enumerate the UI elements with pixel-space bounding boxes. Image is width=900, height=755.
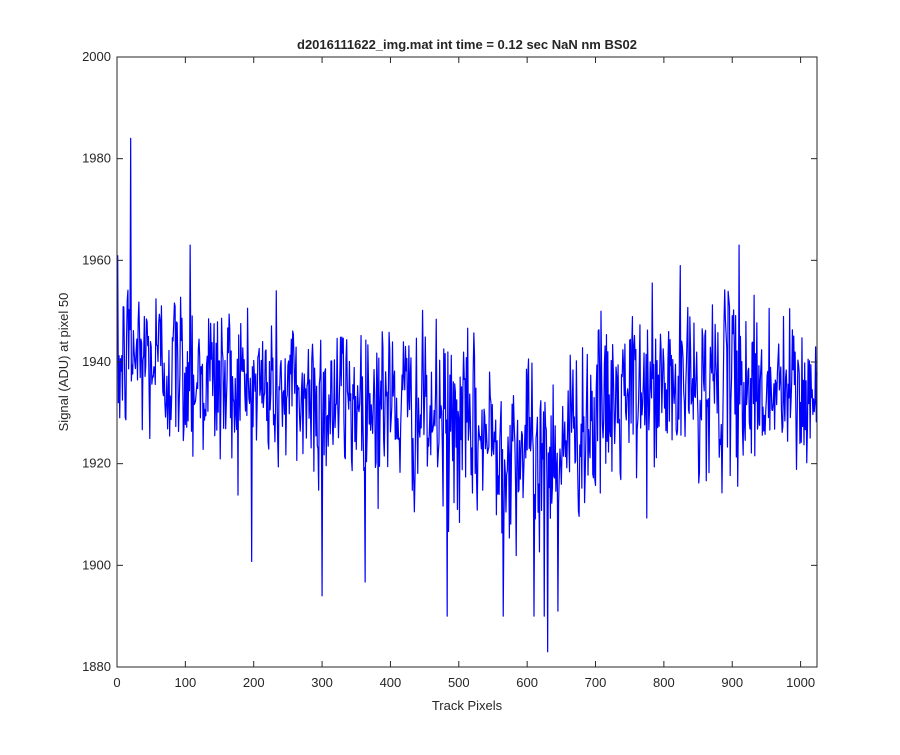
x-tick-label: 500: [448, 675, 470, 690]
x-tick-label: 800: [653, 675, 675, 690]
x-tick-label: 0: [113, 675, 120, 690]
plot-area: [117, 137, 818, 653]
x-tick-label: 700: [585, 675, 607, 690]
signal-series-line: [117, 137, 818, 653]
x-tick-label: 900: [721, 675, 743, 690]
y-tick-label: 1920: [82, 456, 111, 471]
y-tick-label: 1900: [82, 557, 111, 572]
x-tick-label: 600: [516, 675, 538, 690]
x-tick-label: 300: [311, 675, 333, 690]
y-tick-label: 1880: [82, 659, 111, 674]
y-tick-label: 1980: [82, 151, 111, 166]
x-ticks: 0 100 200 300 400 500 600 700 800 900 1000: [113, 57, 815, 690]
y-ticks: 1880 1900 1920 1940 1960 1980 2000: [82, 49, 817, 674]
y-axis-label: Signal (ADU) at pixel 50: [56, 293, 71, 432]
x-tick-label: 1000: [786, 675, 815, 690]
x-tick-label: 200: [243, 675, 265, 690]
y-tick-label: 2000: [82, 49, 111, 64]
y-tick-label: 1960: [82, 252, 111, 267]
plot-frame: [116, 56, 818, 668]
chart-title: d2016111622_img.mat int time = 0.12 sec …: [297, 37, 637, 52]
x-axis-label: Track Pixels: [432, 698, 503, 713]
x-tick-label: 100: [175, 675, 197, 690]
y-tick-label: 1940: [82, 354, 111, 369]
x-tick-label: 400: [380, 675, 402, 690]
